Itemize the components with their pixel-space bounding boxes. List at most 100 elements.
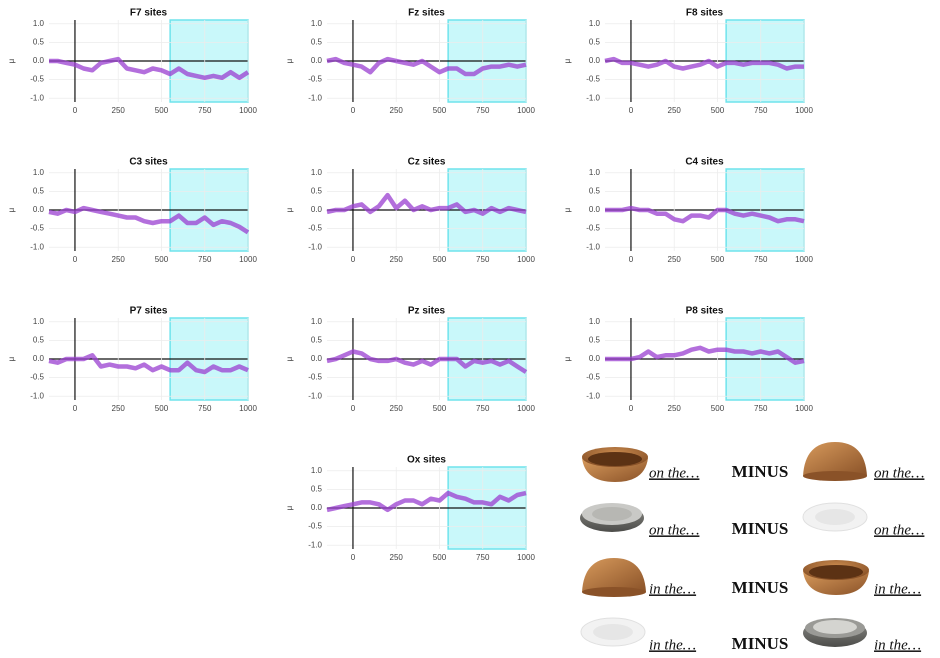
x-tick-label: 250: [390, 255, 404, 264]
y-tick-label: 1.0: [311, 317, 323, 326]
x-tick-label: 750: [476, 106, 490, 115]
y-axis-label: μ: [285, 58, 294, 63]
y-axis-label: μ: [563, 58, 572, 63]
contrast-phrase: in the…: [649, 581, 696, 597]
y-tick-label: -0.5: [308, 75, 322, 84]
x-tick-label: 250: [668, 404, 682, 413]
x-tick-label: 500: [155, 404, 169, 413]
contrast-operator: MINUS: [732, 578, 789, 597]
panel: -1.0 -0.5 0.0 0.5 1.0 0 250 500 750 1000 Pz sites μ: [285, 306, 535, 413]
y-axis-label: μ: [285, 356, 294, 361]
x-tick-label: 750: [754, 106, 768, 115]
x-tick-label: 750: [198, 255, 212, 264]
y-tick-label: -0.5: [308, 522, 322, 531]
panel: -1.0 -0.5 0.0 0.5 1.0 0 250 500 750 1000 F7 sites μ: [7, 8, 257, 115]
y-tick-label: 0.5: [589, 37, 601, 46]
y-tick-label: 0.0: [311, 354, 323, 363]
y-tick-label: 0.5: [311, 335, 323, 344]
bowl-inverted: [803, 442, 867, 481]
y-axis-label: μ: [563, 207, 572, 212]
y-tick-label: 1.0: [311, 466, 323, 475]
y-axis-label: μ: [563, 356, 572, 361]
plate-white: [802, 502, 868, 532]
x-tick-label: 250: [390, 404, 404, 413]
contrast-phrase: on the…: [649, 522, 699, 538]
x-tick-label: 250: [112, 404, 126, 413]
y-tick-label: 0.0: [311, 205, 323, 214]
contrast-phrase: in the…: [874, 581, 921, 597]
chart-title: Cz sites: [408, 157, 446, 168]
y-tick-label: 1.0: [589, 168, 601, 177]
y-tick-label: -1.0: [308, 242, 322, 251]
difference-wave: [605, 345, 805, 365]
x-tick-label: 250: [668, 106, 682, 115]
x-tick-label: 750: [754, 255, 768, 264]
y-tick-label: -1.0: [30, 391, 44, 400]
panel: -1.0 -0.5 0.0 0.5 1.0 0 250 500 750 1000 F8 sites μ: [563, 8, 813, 115]
difference-wave: [49, 56, 250, 81]
x-tick-label: 750: [198, 404, 212, 413]
y-tick-label: -1.0: [308, 540, 322, 549]
y-tick-label: 0.5: [589, 335, 601, 344]
contrast-operator: MINUS: [732, 462, 789, 481]
y-tick-label: 1.0: [311, 19, 323, 28]
y-tick-label: 1.0: [33, 168, 45, 177]
y-tick-label: 0.0: [589, 205, 601, 214]
difference-wave: [604, 56, 804, 71]
x-tick-label: 500: [711, 255, 725, 264]
x-tick-label: 0: [351, 553, 356, 562]
x-tick-label: 1000: [517, 404, 535, 413]
x-tick-label: 0: [73, 404, 78, 413]
x-tick-label: 1000: [517, 255, 535, 264]
x-tick-label: 1000: [239, 255, 257, 264]
y-tick-label: 0.5: [311, 484, 323, 493]
bowl-upright: [803, 560, 869, 595]
difference-wave: [326, 349, 528, 374]
contrast-phrase: on the…: [874, 522, 924, 538]
x-tick-label: 1000: [239, 404, 257, 413]
y-tick-label: -0.5: [30, 75, 44, 84]
y-tick-label: -0.5: [586, 224, 600, 233]
y-tick-label: -1.0: [586, 391, 600, 400]
x-tick-label: 250: [112, 255, 126, 264]
x-tick-label: 1000: [795, 255, 813, 264]
x-tick-label: 250: [668, 255, 682, 264]
difference-wave: [48, 205, 250, 235]
y-tick-label: 1.0: [311, 168, 323, 177]
chart-title: C3 sites: [129, 157, 168, 168]
chart-title: Pz sites: [408, 306, 446, 317]
chart-title: F8 sites: [686, 8, 724, 19]
x-tick-label: 0: [351, 106, 356, 115]
x-tick-label: 750: [476, 553, 490, 562]
y-tick-label: 0.5: [33, 37, 45, 46]
difference-wave: [605, 205, 805, 224]
y-axis-label: μ: [7, 356, 16, 361]
x-tick-label: 250: [112, 106, 126, 115]
chart-title: F7 sites: [130, 8, 168, 19]
x-tick-label: 0: [73, 255, 78, 264]
y-tick-label: 0.0: [33, 205, 45, 214]
x-tick-label: 500: [711, 404, 725, 413]
x-tick-label: 1000: [795, 404, 813, 413]
x-tick-label: 500: [433, 404, 447, 413]
x-tick-label: 750: [198, 106, 212, 115]
y-tick-label: -0.5: [30, 224, 44, 233]
contrast-operator: MINUS: [732, 634, 789, 653]
y-tick-label: -0.5: [30, 373, 44, 382]
difference-wave: [326, 192, 527, 216]
panel: -1.0 -0.5 0.0 0.5 1.0 0 250 500 750 1000 Fz sites μ: [285, 8, 535, 115]
y-tick-label: 0.5: [589, 186, 601, 195]
bowl-upright: [582, 447, 648, 482]
plate-white: [580, 617, 646, 647]
y-tick-label: -1.0: [30, 242, 44, 251]
y-tick-label: -1.0: [308, 93, 322, 102]
x-tick-label: 500: [433, 255, 447, 264]
x-tick-label: 750: [754, 404, 768, 413]
y-tick-label: 0.5: [311, 37, 323, 46]
difference-wave: [326, 490, 527, 513]
x-tick-label: 1000: [517, 553, 535, 562]
y-tick-label: 0.0: [311, 503, 323, 512]
x-tick-label: 1000: [795, 106, 813, 115]
x-tick-label: 750: [476, 255, 490, 264]
